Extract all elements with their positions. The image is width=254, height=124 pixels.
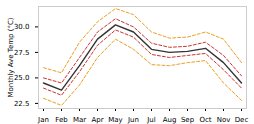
svg-text:Feb: Feb [55, 116, 68, 124]
svg-text:30.0: 30.0 [14, 23, 30, 31]
svg-text:Aug: Aug [163, 116, 177, 124]
svg-text:Mar: Mar [73, 116, 86, 124]
svg-text:Jan: Jan [37, 116, 49, 124]
svg-text:Nov: Nov [217, 116, 231, 124]
svg-text:Jul: Jul [146, 116, 156, 124]
svg-text:Oct: Oct [199, 116, 211, 124]
svg-text:Monthly Ave Temp (°C): Monthly Ave Temp (°C) [7, 17, 15, 97]
svg-text:25.0: 25.0 [14, 74, 30, 82]
svg-text:Apr: Apr [91, 116, 103, 124]
svg-text:Dec: Dec [235, 116, 249, 124]
svg-text:Sep: Sep [181, 116, 195, 124]
svg-text:May: May [108, 116, 122, 124]
svg-text:Jun: Jun [127, 116, 139, 124]
svg-text:27.5: 27.5 [14, 49, 30, 57]
svg-text:22.5: 22.5 [14, 100, 30, 108]
